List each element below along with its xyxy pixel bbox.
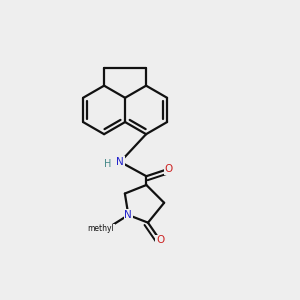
Text: O: O — [156, 236, 164, 245]
Text: N: N — [116, 157, 124, 167]
Text: H: H — [104, 159, 111, 169]
Text: O: O — [165, 164, 173, 174]
Text: methyl: methyl — [87, 224, 114, 233]
Text: N: N — [124, 210, 132, 220]
